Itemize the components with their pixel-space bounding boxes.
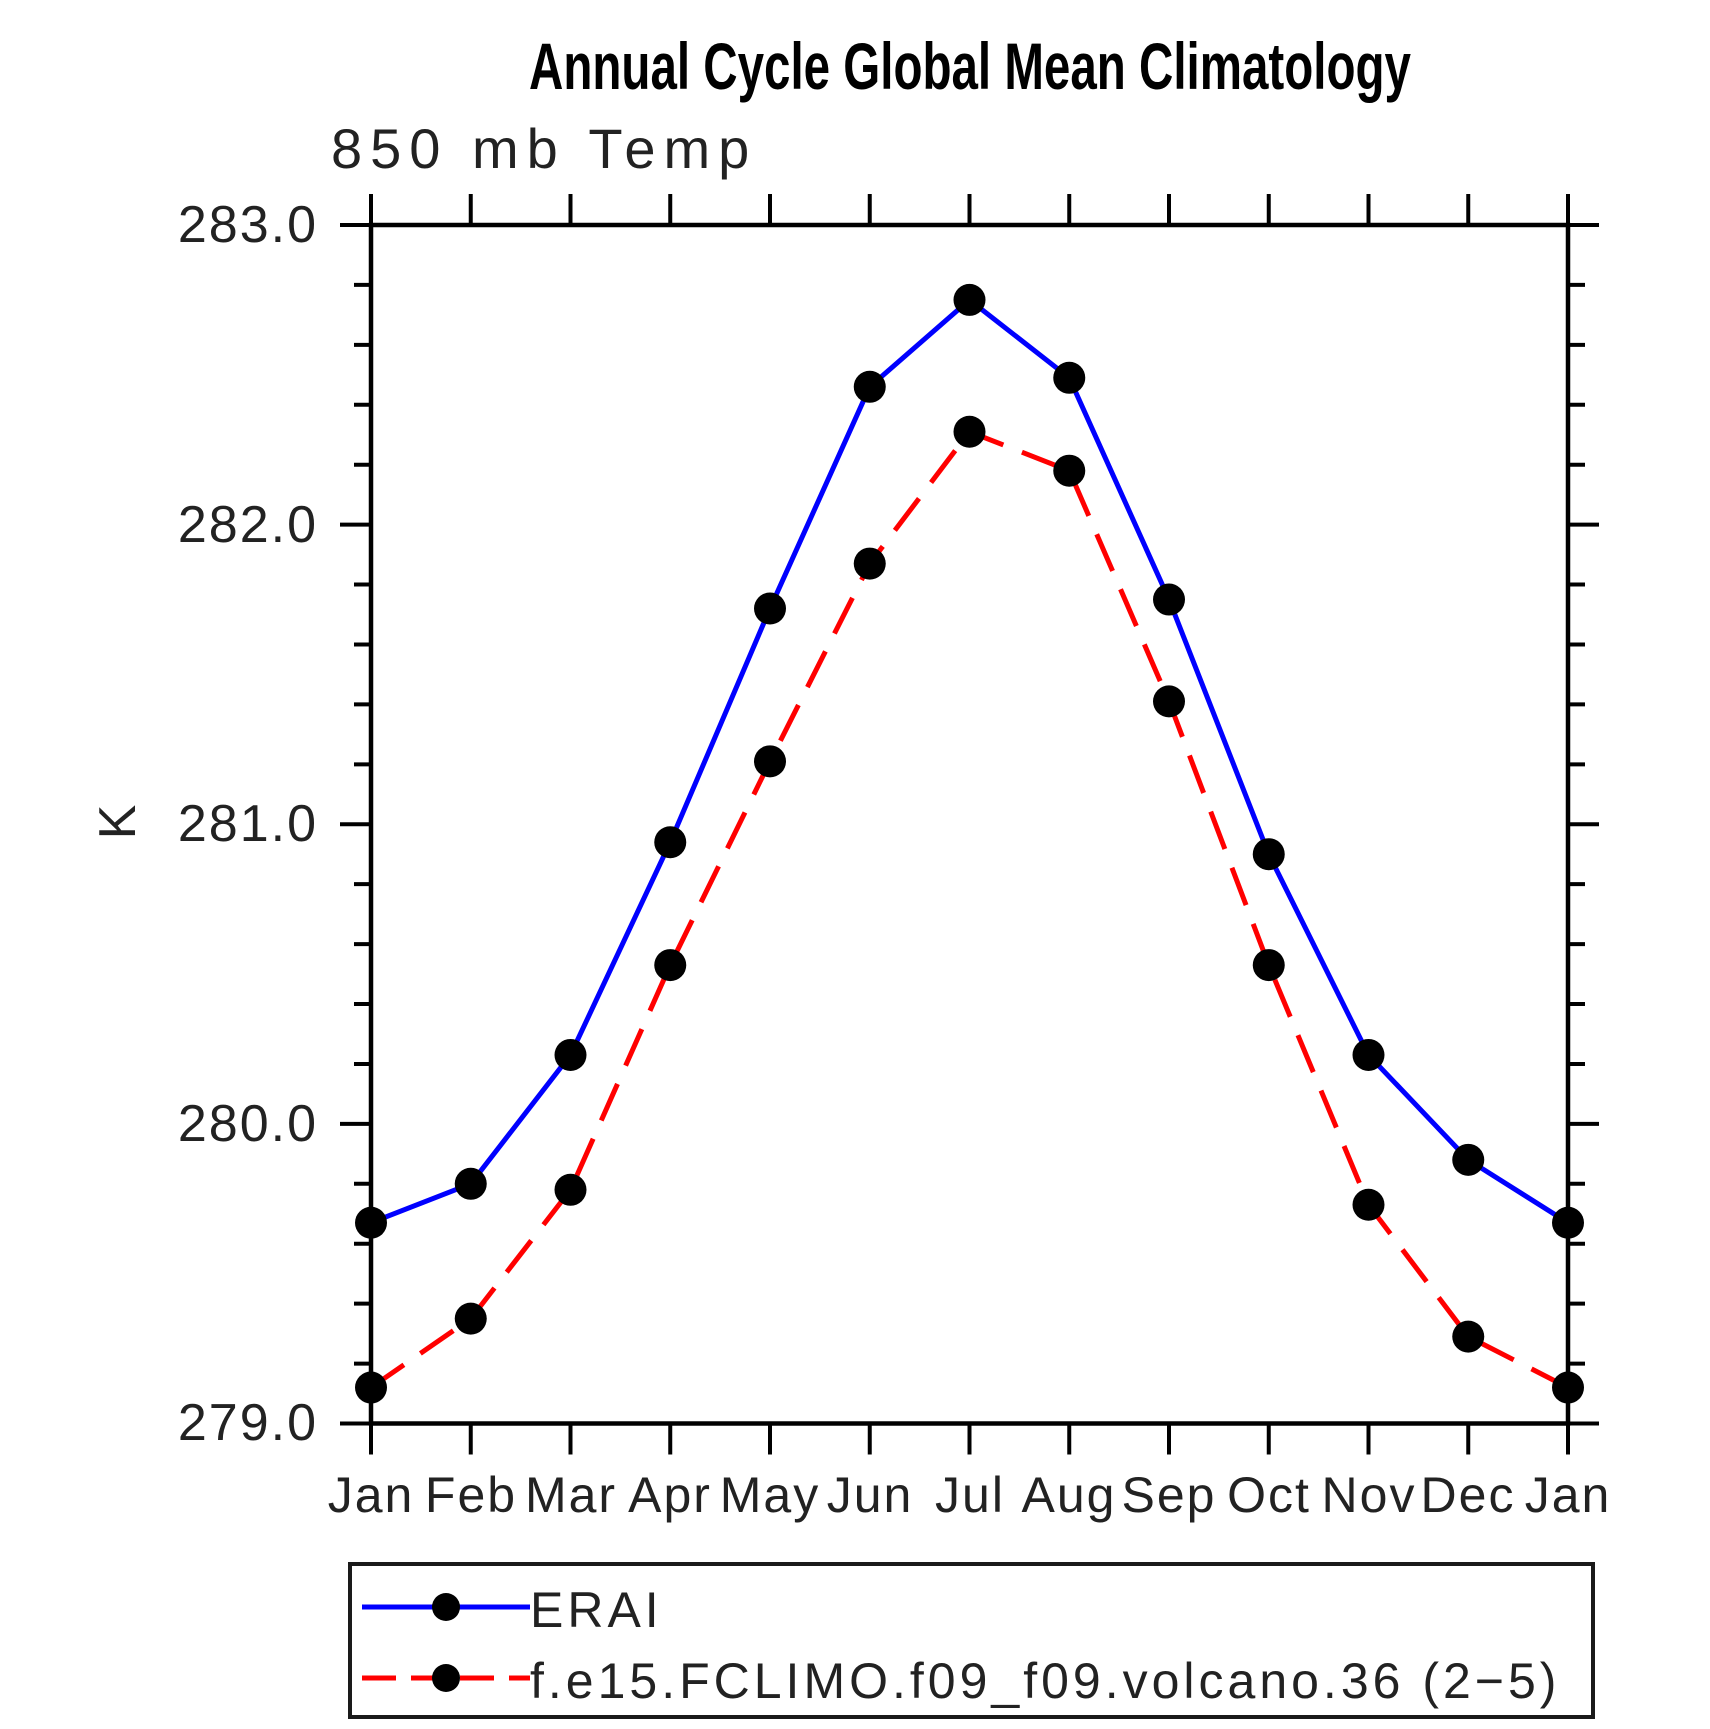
- data-point-marker: [853, 547, 886, 580]
- data-point-marker: [654, 826, 687, 859]
- data-point-marker: [1252, 949, 1285, 982]
- y-tick-label: 283.0: [177, 196, 318, 254]
- data-point-marker: [1153, 583, 1185, 616]
- legend-label-erai: ERAI: [530, 1582, 663, 1638]
- data-point-marker: [355, 1371, 387, 1404]
- data-point-marker: [554, 1038, 587, 1071]
- x-tick-label: Mar: [524, 1467, 618, 1523]
- x-tick-label: Jan: [327, 1467, 415, 1523]
- data-point-marker: [654, 949, 687, 982]
- y-tick-label: 279.0: [177, 1394, 318, 1452]
- x-tick-label: Jan: [1524, 1467, 1612, 1523]
- data-point-marker: [1053, 454, 1086, 487]
- data-point-marker: [953, 283, 986, 316]
- data-point-marker: [853, 370, 886, 403]
- x-tick-label: Nov: [1321, 1467, 1417, 1523]
- y-tick-label: 282.0: [177, 496, 318, 554]
- data-point-marker: [355, 1206, 387, 1239]
- data-point-marker: [1352, 1188, 1385, 1221]
- y-tick-label: 280.0: [177, 1095, 318, 1153]
- data-point-marker: [454, 1302, 487, 1335]
- x-tick-label: Sep: [1121, 1467, 1217, 1523]
- series-line: [369, 428, 1570, 1390]
- chart-title: Annual Cycle Global Mean Climatology: [529, 29, 1411, 103]
- data-point-marker: [1053, 361, 1086, 394]
- data-point-marker: [1552, 1371, 1584, 1404]
- data-point-marker: [953, 415, 986, 448]
- data-point-marker: [1452, 1143, 1485, 1176]
- data-point-marker: [1252, 838, 1285, 871]
- data-point-marker: [1352, 1038, 1385, 1071]
- data-point-marker: [754, 592, 786, 625]
- data-point-marker: [554, 1173, 587, 1206]
- legend-marker-icon: [432, 1664, 460, 1692]
- x-tick-label: Oct: [1227, 1467, 1311, 1523]
- chart-subtitle: 850 mb Temp: [331, 117, 758, 180]
- legend-box: ERAI f.e15.FCLIMO.f09_f09.volcano.36 (2−…: [348, 1562, 1595, 1719]
- data-point-marker: [1153, 685, 1185, 718]
- data-point-marker: [754, 745, 786, 778]
- legend-marker-icon: [432, 1593, 460, 1621]
- x-tick-label: Jun: [826, 1467, 914, 1523]
- x-tick-label: Apr: [628, 1467, 712, 1523]
- x-tick-label: Dec: [1420, 1467, 1516, 1523]
- legend-sample-model: [362, 1664, 530, 1692]
- x-tick-label: Feb: [424, 1467, 518, 1523]
- y-tick-label: 281.0: [177, 795, 318, 853]
- data-point-marker: [1552, 1206, 1584, 1239]
- legend-sample-erai: [362, 1593, 530, 1621]
- x-tick-label: May: [719, 1467, 821, 1523]
- data-point-marker: [1452, 1320, 1485, 1353]
- x-tick-label: Aug: [1021, 1467, 1117, 1523]
- plot-frame: [368, 222, 1571, 1426]
- data-point-marker: [454, 1167, 487, 1200]
- legend-label-model: f.e15.FCLIMO.f09_f09.volcano.36 (2−5): [530, 1653, 1561, 1709]
- x-tick-label: Jul: [935, 1467, 1005, 1523]
